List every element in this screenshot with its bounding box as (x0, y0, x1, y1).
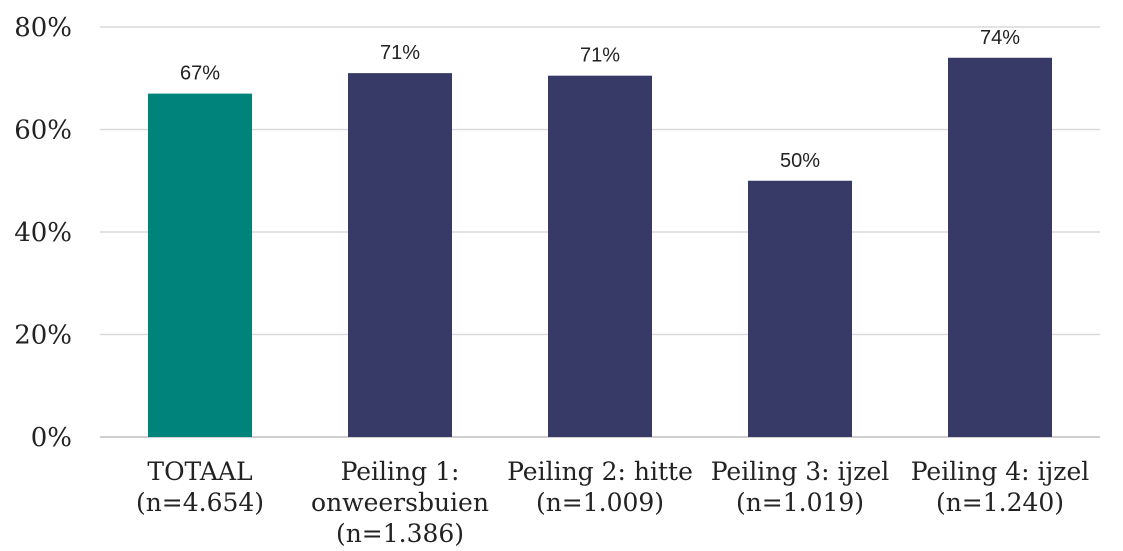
x-tick-label-line: Peiling 2: hitte (507, 457, 693, 486)
y-tick-label: 40% (14, 218, 72, 248)
x-tick-label-line: (n=1.386) (336, 519, 464, 548)
x-tick-label: Peiling 1: onweersbuien (n=1.386) (311, 457, 489, 548)
x-tick-label-line: (n=4.654) (136, 488, 264, 517)
x-tick-label-line: Peiling 3: ijzel (711, 457, 890, 486)
bars (148, 57, 1052, 437)
y-tick-label: 60% (14, 116, 72, 146)
bar (148, 93, 252, 437)
bar (748, 180, 852, 437)
x-tick-label-line: Peiling 4: ijzel (911, 457, 1090, 486)
y-tick-label: 0% (31, 423, 72, 453)
data-label: 67% (180, 63, 220, 85)
data-label: 50% (780, 150, 820, 172)
y-tick-label: 20% (14, 321, 72, 351)
x-tick-label-line: onweersbuien (311, 488, 489, 517)
data-label: 71% (380, 42, 420, 64)
x-tick-label-line: (n=1.240) (936, 488, 1064, 517)
data-label: 71% (580, 45, 620, 67)
x-tick-label: Peiling 2: hitte (n=1.009) (507, 457, 693, 517)
data-label: 74% (980, 27, 1020, 49)
y-axis-tick-labels: 0% 20% 40% 60% 80% (14, 13, 72, 453)
x-tick-label: Peiling 4: ijzel (n=1.240) (911, 457, 1090, 517)
x-tick-label: TOTAAL (n=4.654) (136, 457, 264, 517)
bar (948, 57, 1052, 437)
x-tick-label-line: TOTAAL (147, 457, 252, 486)
x-tick-label-line: Peiling 1: (341, 457, 460, 486)
x-tick-label-line: (n=1.019) (736, 488, 864, 517)
bar (548, 75, 652, 437)
x-axis-tick-labels: TOTAAL (n=4.654)Peiling 1: onweersbuien (n=… (136, 457, 1089, 548)
y-tick-label: 80% (14, 13, 72, 43)
x-tick-label: Peiling 3: ijzel (n=1.019) (711, 457, 890, 517)
x-tick-label-line: (n=1.009) (536, 488, 664, 517)
data-labels: 67% 71% 71% 50% 74% (180, 27, 1020, 172)
bar (348, 73, 452, 437)
